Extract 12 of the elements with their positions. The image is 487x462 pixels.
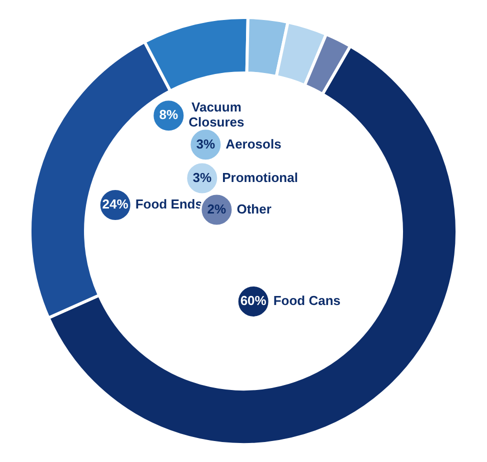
slice-label: Food Ends — [135, 196, 202, 212]
data-label: 60% — [240, 293, 267, 308]
data-label: 3% — [196, 136, 216, 152]
data-label: 24% — [102, 196, 129, 212]
slice-label: Vacuum Closures — [188, 100, 244, 130]
data-label: 8% — [159, 107, 178, 122]
slice-label: Other — [236, 201, 272, 216]
slice-label: Aerosols — [226, 136, 282, 152]
slice-label: Food Cans — [273, 293, 341, 308]
data-label: 2% — [207, 201, 227, 216]
data-label: 3% — [192, 170, 212, 185]
slice-label: Promotional — [222, 170, 298, 185]
